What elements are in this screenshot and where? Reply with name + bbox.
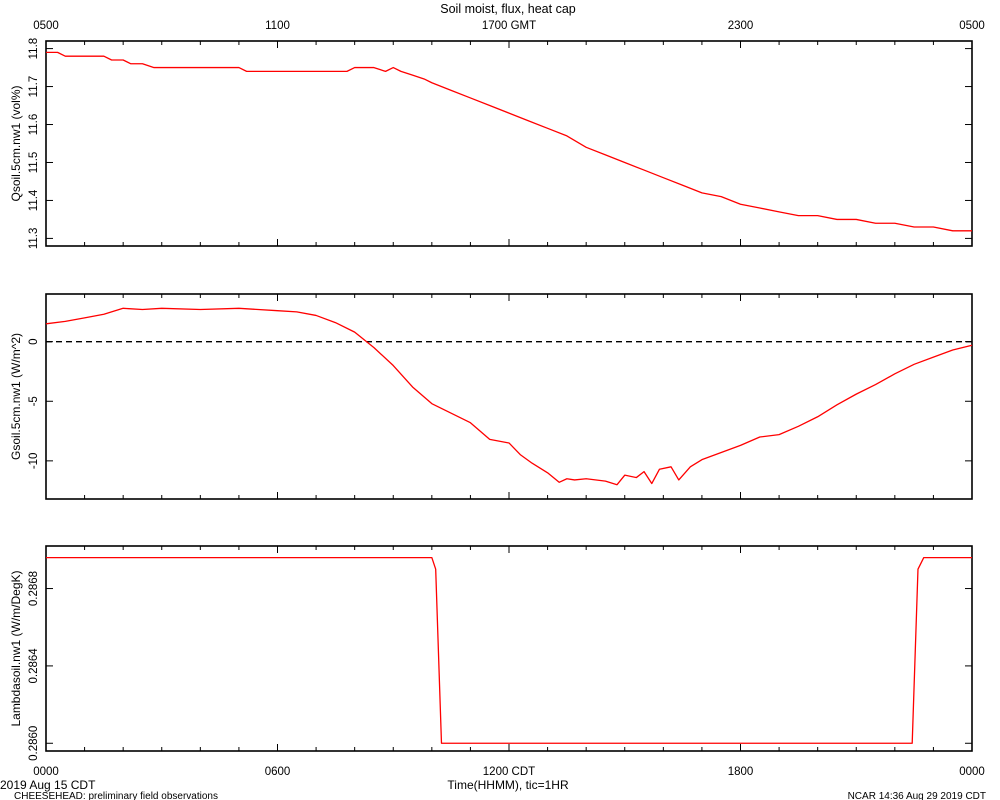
soil-heat-flux-panel: 0 -5 -10 Gsoil.5cm.nw1 (W/m^2) (9, 293, 973, 500)
panel-frame (45, 293, 973, 500)
bottom-tick-label: 0000 (959, 766, 985, 778)
bottom-tick-label: 0600 (265, 766, 291, 778)
soil-moisture-panel: 11.3 11.4 11.5 11.6 11.7 11.8 Qsoil.5cm.nw1 (v… (9, 38, 973, 250)
y-axis-title: Lambdasoil.nw1 (W/m/DegK) (9, 570, 23, 726)
y-axis-title: Gsoil.5cm.nw1 (W/m^2) (9, 333, 23, 460)
series-line (45, 307, 973, 486)
top-tick-label: 0500 (33, 20, 59, 32)
bottom-axis-tick-labels: 0000 0600 1200 CDT 1800 0000 (33, 766, 985, 778)
bottom-tick-label: 0000 (33, 766, 59, 778)
series-line (46, 556, 972, 744)
y-tick-label: 11.6 (28, 114, 40, 136)
y-tick-label: 11.8 (28, 38, 40, 60)
footer-right: NCAR 14:36 Aug 29 2019 CDT (848, 791, 986, 800)
footer-left: CHEESEHEAD: preliminary field observatio… (14, 791, 218, 800)
y-tick-label: 11.3 (28, 228, 40, 250)
x-axis-title: Time(HHMM), tic=1HR (447, 778, 569, 792)
panel-frame (45, 545, 973, 752)
date-label: 2019 Aug 15 CDT (0, 778, 96, 792)
series-line (46, 51, 972, 232)
y-tick-label: 0.2860 (28, 726, 40, 761)
chart-title: Soil moist, flux, heat cap (440, 2, 576, 16)
y-tick-label: -5 (28, 396, 40, 406)
top-tick-label: 0500 (959, 20, 985, 32)
soil-thermal-conductivity-panel: 0.2860 0.2864 0.2868 Lambdasoil.nw1 (W/m/De… (9, 545, 973, 761)
y-tick-label: 0.2868 (28, 571, 40, 606)
y-tick-label: 11.7 (28, 76, 40, 98)
top-axis-tick-labels: 0500 1100 1700 GMT 2300 0500 (33, 20, 985, 32)
y-tick-label: -10 (28, 453, 40, 470)
bottom-tick-label: 1200 CDT (483, 766, 535, 778)
y-tick-label: 11.5 (28, 152, 40, 174)
y-axis-title: Qsoil.5cm.nw1 (vol%) (9, 85, 23, 201)
y-tick-label: 11.4 (28, 189, 40, 211)
top-tick-label: 1100 (265, 20, 290, 32)
y-tick-label: 0 (28, 338, 40, 344)
bottom-tick-label: 1800 (728, 766, 754, 778)
y-tick-label: 0.2864 (28, 648, 40, 684)
top-tick-label: 1700 GMT (482, 20, 536, 32)
panel-frame (45, 40, 973, 247)
top-tick-label: 2300 (728, 20, 754, 32)
